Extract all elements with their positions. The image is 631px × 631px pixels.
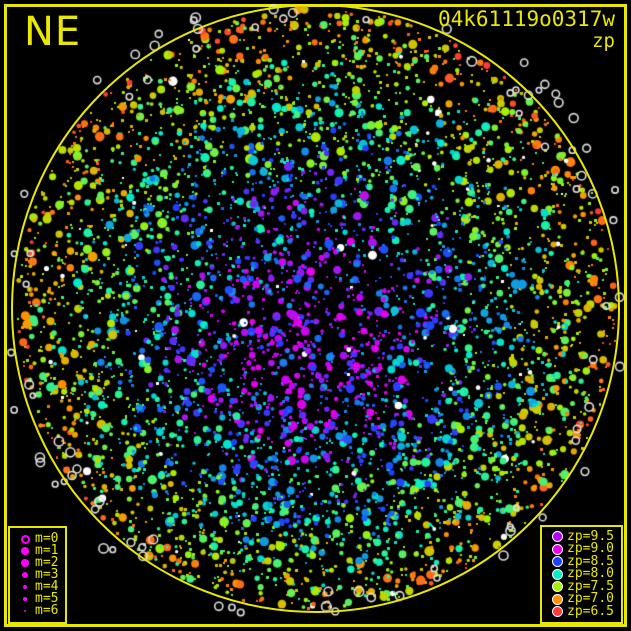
zeropoint-legend-label: zp=7.5 — [567, 578, 614, 594]
magnitude-legend: m=0 m=1 m=2 m=3 m=4 m=5 m=6 — [8, 526, 68, 624]
magnitude-legend-label: m=5 — [35, 591, 59, 606]
zeropoint-legend-row: zp=6.5 — [547, 603, 614, 619]
zeropoint-color-swatch — [547, 568, 567, 580]
zeropoint-legend-row: zp=9.0 — [547, 541, 614, 557]
magnitude-legend-label: m=2 — [35, 555, 59, 570]
magnitude-legend-label: m=3 — [35, 567, 59, 582]
magnitude-marker-icon — [15, 572, 35, 578]
zeropoint-legend: zp=9.5 zp=9.0 zp=8.5 zp=8.0 zp=7.5 zp=7.0 zp=6… — [540, 524, 623, 624]
zeropoint-legend-row: zp=9.5 — [547, 528, 614, 544]
zeropoint-color-swatch — [547, 556, 567, 568]
title-block: 04k61119o0317w zp — [438, 8, 615, 52]
magnitude-legend-row: m=0 — [15, 531, 59, 546]
magnitude-legend-label: m=4 — [35, 579, 59, 594]
magnitude-legend-row: m=3 — [15, 567, 59, 582]
magnitude-legend-row: m=2 — [15, 555, 59, 570]
magnitude-marker-icon — [15, 609, 35, 613]
zeropoint-color-swatch — [547, 593, 567, 605]
quantity-label: zp — [592, 30, 615, 52]
zeropoint-color-swatch — [547, 606, 567, 618]
zeropoint-legend-label: zp=8.0 — [567, 566, 614, 582]
magnitude-legend-row: m=4 — [15, 579, 59, 594]
zeropoint-legend-label: zp=9.5 — [567, 528, 614, 544]
direction-label: NE — [24, 9, 82, 55]
image-id-label: 04k61119o0317w — [437, 7, 615, 31]
zeropoint-legend-label: zp=8.5 — [567, 553, 614, 569]
zeropoint-legend-label: zp=9.0 — [567, 541, 614, 557]
magnitude-marker-icon — [15, 559, 35, 567]
magnitude-marker-icon — [15, 584, 35, 590]
zeropoint-legend-row: zp=8.0 — [547, 566, 614, 582]
magnitude-legend-row: m=6 — [15, 603, 59, 618]
magnitude-marker-icon — [15, 546, 35, 556]
magnitude-legend-label: m=1 — [35, 543, 59, 558]
zeropoint-legend-row: zp=7.5 — [547, 578, 614, 594]
magnitude-marker-icon — [15, 597, 35, 601]
zeropoint-color-swatch — [547, 543, 567, 555]
zeropoint-color-swatch — [547, 531, 567, 543]
magnitude-legend-row: m=1 — [15, 543, 59, 558]
magnitude-legend-label: m=0 — [35, 531, 59, 546]
zeropoint-legend-row: zp=8.5 — [547, 553, 614, 569]
magnitude-legend-label: m=6 — [35, 603, 59, 618]
zeropoint-legend-row: zp=7.0 — [547, 591, 614, 607]
zeropoint-legend-label: zp=7.0 — [567, 591, 614, 607]
magnitude-marker-icon — [15, 534, 35, 544]
zeropoint-color-swatch — [547, 581, 567, 593]
zeropoint-legend-label: zp=6.5 — [567, 603, 614, 619]
magnitude-legend-row: m=5 — [15, 591, 59, 606]
